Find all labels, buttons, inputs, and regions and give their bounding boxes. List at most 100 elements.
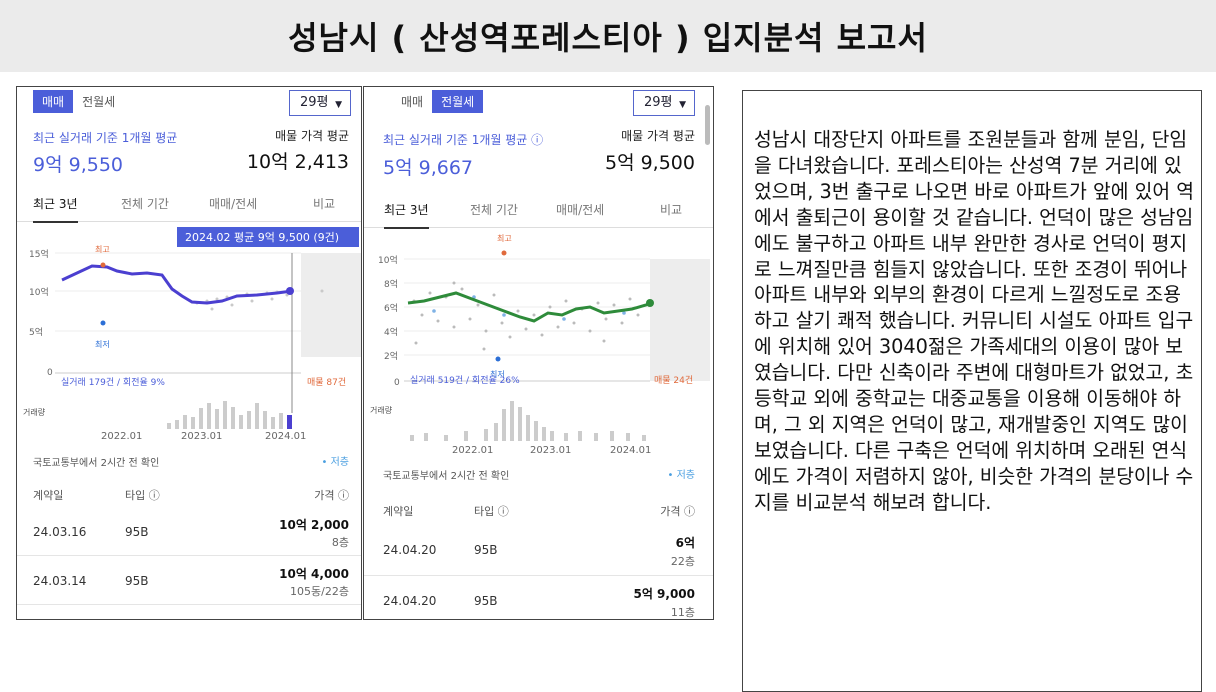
report-text-box: 성남시 대장단지 아파트를 조원분들과 함께 분임, 단임을 다녀왔습니다. 포…	[742, 90, 1202, 692]
row-date: 24.03.16	[33, 525, 87, 539]
tab-sale-jeonse[interactable]: 매매/전세	[556, 203, 605, 217]
x-tick: 2022.01	[452, 445, 494, 456]
tab-jeonse[interactable]: 전월세	[432, 90, 484, 113]
row-floor: 22층	[670, 555, 695, 568]
row-price: 10억 2,000	[279, 518, 349, 532]
tab-jeonse[interactable]: 전월세	[82, 95, 116, 109]
listing-count: 매물 87건	[307, 377, 346, 388]
ask-avg-value: 10억 2,413	[246, 151, 349, 173]
volume-bars	[167, 401, 283, 429]
row-floor: 8층	[331, 536, 349, 549]
title-bar: 성남시 ( 산성역포레스티아 ) 입지분석 보고서	[0, 0, 1216, 72]
report-body: 성남시 대장단지 아파트를 조원분들과 함께 분임, 단임을 다녀왔습니다. 포…	[754, 128, 1194, 514]
x-tick: 2023.01	[181, 431, 223, 442]
trade-type-tabs: 매매 전월세	[33, 90, 124, 113]
deal-scatter-recent	[432, 295, 626, 321]
scrollbar[interactable]	[705, 105, 710, 145]
volume-bars	[410, 401, 646, 441]
col-header-price: 가격 ⓘ	[314, 489, 349, 502]
table-row[interactable]: 24.03.14 95B 10억 4,000 105동/22층	[17, 556, 361, 605]
y-tick: 5억	[29, 326, 43, 338]
tab-sale[interactable]: 매매	[33, 90, 74, 113]
forecast-area	[301, 253, 361, 357]
tab-sale-jeonse[interactable]: 매매/전세	[209, 197, 258, 211]
row-type: 95B	[125, 525, 149, 539]
row-floor: 105동/22층	[290, 585, 349, 598]
tab-compare[interactable]: 비교	[313, 197, 336, 211]
pyeong-value: 29평	[300, 95, 329, 110]
high-label: 최고	[497, 233, 512, 243]
x-tick: 2022.01	[101, 431, 143, 442]
low-label: 최저	[95, 339, 110, 349]
row-date: 24.04.20	[383, 543, 437, 557]
table-row[interactable]: 24.04.20 95B 5억 9,000 11층	[364, 576, 713, 619]
tab-recent-3y[interactable]: 최근 3년	[384, 201, 429, 229]
tab-compare[interactable]: 비교	[660, 203, 683, 217]
col-header-type: 타입 ⓘ	[125, 489, 160, 502]
volume-bar-highlight	[287, 415, 292, 429]
tab-recent-3y[interactable]: 최근 3년	[33, 195, 78, 223]
row-price: 5억 9,000	[633, 587, 695, 601]
x-tick: 2024.01	[265, 431, 307, 442]
row-date: 24.04.20	[383, 594, 437, 608]
forecast-area	[650, 259, 710, 381]
col-header-date: 계약일	[383, 505, 414, 518]
recent-avg-label: 최근 실거래 기준 1개월 평균 ⓘ	[383, 133, 544, 147]
volume-label: 거래량	[370, 405, 393, 415]
y-tick: 10억	[378, 254, 398, 266]
y-tick: 0	[47, 368, 53, 378]
chevron-down-icon: ▼	[335, 100, 342, 110]
tab-all-period[interactable]: 전체 기간	[470, 203, 518, 217]
col-header-date: 계약일	[33, 489, 64, 502]
x-tick: 2024.01	[610, 445, 652, 456]
ask-avg-value: 5억 9,500	[604, 152, 695, 174]
deal-count: 실거래 179건 / 회전율 9%	[61, 377, 165, 388]
report-title: 성남시 ( 산성역포레스티아 ) 입지분석 보고서	[288, 19, 928, 57]
y-tick: 2억	[384, 350, 398, 362]
current-point	[646, 299, 654, 307]
x-tick: 2023.01	[530, 445, 572, 456]
y-tick: 8억	[384, 278, 398, 290]
price-trend-line	[61, 264, 293, 305]
pyeong-select[interactable]: 29평 ▼	[289, 90, 351, 116]
row-floor: 11층	[670, 606, 695, 619]
pyeong-value: 29평	[644, 95, 673, 110]
listing-count: 매물 24건	[654, 375, 693, 386]
jeonse-price-panel: 매매 전월세 29평 ▼ 최근 실거래 기준 1개월 평균 ⓘ 5억 9,667…	[363, 86, 714, 620]
period-tabs: 최근 3년 전체 기간 매매/전세 비교	[17, 191, 361, 223]
low-label: 최저	[490, 369, 505, 379]
y-tick: 4억	[384, 326, 398, 338]
high-label: 최고	[95, 244, 110, 254]
high-marker	[100, 262, 106, 268]
tab-all-period[interactable]: 전체 기간	[121, 197, 169, 211]
tooltip	[177, 227, 359, 247]
data-source: 국토교통부에서 2시간 전 확인	[33, 458, 160, 469]
y-tick: 6억	[384, 302, 398, 314]
floor-filter[interactable]: • 저층	[321, 457, 349, 468]
y-tick: 10억	[29, 286, 49, 298]
tab-sale[interactable]: 매매	[401, 95, 424, 109]
col-header-price: 가격 ⓘ	[660, 505, 695, 518]
row-price: 6억	[675, 536, 695, 550]
table-row[interactable]: 24.03.16 95B 10억 2,000 8층	[17, 507, 361, 556]
recent-avg-value: 9억 9,550	[33, 154, 124, 176]
recent-avg-label: 최근 실거래 기준 1개월 평균	[33, 131, 178, 145]
jeonse-price-chart[interactable]: 10억 8억 6억 4억 2억 0 최고 최저 실거래 519건 / 회전	[364, 231, 713, 443]
low-marker	[100, 320, 106, 326]
sale-price-chart[interactable]: 15억 10억 5억 0 2024.02 평균 9억 9,500 (9건) 최고…	[17, 223, 361, 433]
sale-price-panel: 매매 전월세 29평 ▼ 최근 실거래 기준 1개월 평균 9억 9,550 매…	[16, 86, 362, 620]
low-marker	[495, 356, 501, 362]
row-type: 95B	[474, 543, 498, 557]
y-tick: 0	[394, 378, 400, 388]
pyeong-select[interactable]: 29평 ▼	[633, 90, 695, 116]
high-marker	[501, 250, 507, 256]
recent-avg-value: 5억 9,667	[383, 157, 474, 179]
ask-avg-label: 매물 가격 평균	[275, 129, 349, 143]
table-row[interactable]: 24.04.20 95B 6억 22층	[364, 525, 713, 576]
row-date: 24.03.14	[33, 574, 87, 588]
floor-filter[interactable]: • 저층	[667, 470, 695, 481]
price-trend-line	[407, 291, 653, 323]
y-tick: 15억	[29, 248, 49, 260]
deal-count: 실거래 519건 / 회전율 26%	[410, 375, 520, 386]
deal-scatter	[412, 281, 640, 351]
